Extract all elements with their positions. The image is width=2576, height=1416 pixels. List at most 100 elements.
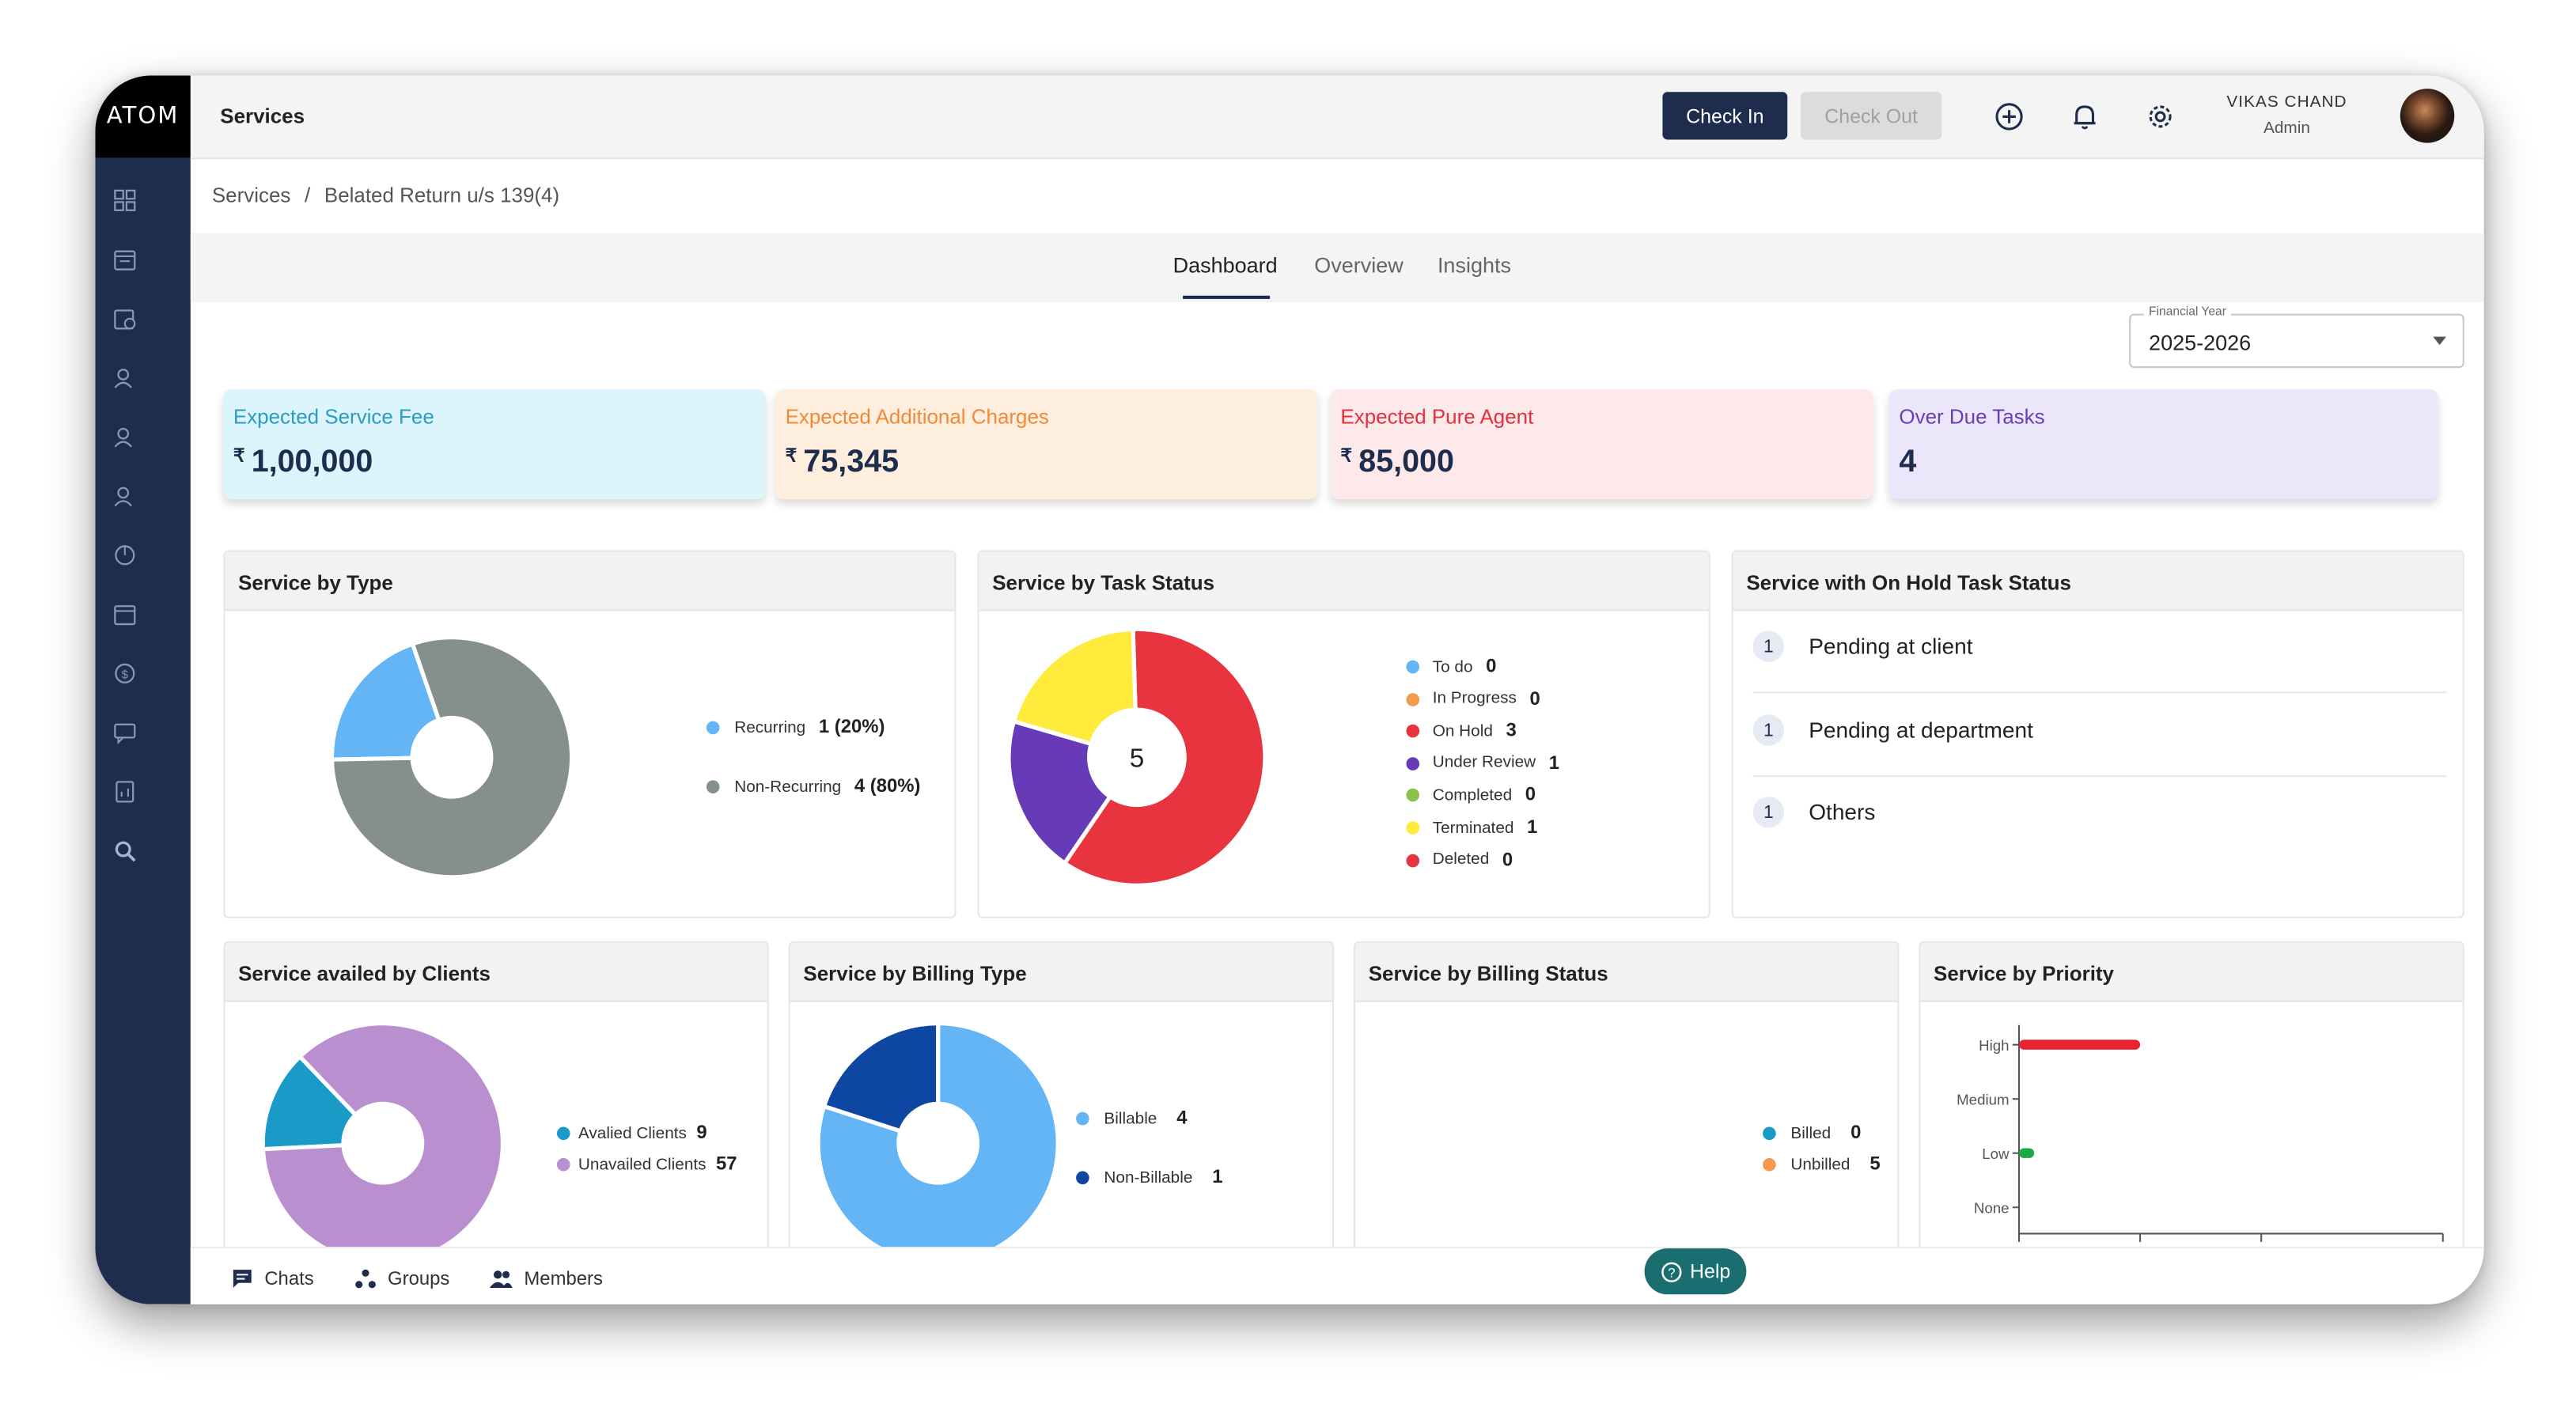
breadcrumb: Services / Belated Return u/s 139(4) <box>212 184 559 207</box>
legend-swatch <box>706 780 720 793</box>
card-header: Service by Billing Type <box>790 942 1333 1002</box>
schedule-icon[interactable] <box>113 603 136 626</box>
tab-dashboard[interactable]: Dashboard <box>1172 252 1278 278</box>
client-icon[interactable] <box>113 366 136 389</box>
check-in-button[interactable]: Check In <box>1662 92 1788 140</box>
currency-symbol: ₹ <box>785 446 797 467</box>
card-header: Service by Billing Status <box>1355 942 1898 1002</box>
legend-swatch <box>1406 756 1420 770</box>
kpi-label: Over Due Tasks <box>1899 405 2045 429</box>
currency-symbol: ₹ <box>1340 446 1352 467</box>
bar-low[interactable] <box>2019 1148 2035 1158</box>
logo-text: ATOM <box>106 103 180 131</box>
slice-non-billable[interactable] <box>821 1021 941 1134</box>
search-icon[interactable] <box>113 839 136 862</box>
dashboard-icon[interactable] <box>113 189 136 212</box>
legend-label: Non-Billable <box>1104 1168 1193 1187</box>
check-out-button[interactable]: Check Out <box>1800 92 1942 140</box>
legend-value: 0 <box>1851 1123 1862 1144</box>
divider <box>1752 691 2446 694</box>
user-name: VIKAS CHAND <box>2226 93 2347 112</box>
legend-item-availed: Avalied Clients 9 <box>556 1123 707 1143</box>
help-button[interactable]: ? Help <box>1644 1248 1747 1295</box>
slice-avalied-clients[interactable] <box>260 1054 359 1152</box>
groups-button[interactable]: Groups <box>355 1268 450 1289</box>
card-title: Service with On Hold Task Status <box>1746 571 2071 595</box>
legend-item-to-do: To do 0 <box>1406 657 1496 677</box>
team-icon[interactable] <box>113 485 136 508</box>
slice-non-recurring[interactable] <box>329 635 574 880</box>
breadcrumb-current: Belated Return u/s 139(4) <box>324 184 560 207</box>
settings-gear-icon[interactable] <box>2146 102 2175 131</box>
card-service-by-clients: Service availed by Clients Avalied Clien… <box>223 941 769 1274</box>
count-badge: 1 <box>1752 714 1785 746</box>
app-logo[interactable]: ATOM <box>95 75 191 158</box>
users-icon[interactable] <box>113 426 136 449</box>
kpi-expected-pure-agent: Expected Pure Agent ₹85,000 <box>1330 389 1873 500</box>
legend-swatch <box>1406 789 1420 803</box>
bottom-bar: Chats Groups Members <box>190 1247 2484 1304</box>
service-type-donut-chart <box>329 635 574 880</box>
legend-swatch <box>556 1157 570 1172</box>
slice-on-hold[interactable] <box>1062 627 1267 888</box>
user-avatar[interactable] <box>2400 89 2455 143</box>
financial-year-label: Financial Year <box>2143 304 2232 319</box>
legend-value: 1 (20%) <box>818 717 885 738</box>
legend-value: 1 <box>1212 1168 1223 1188</box>
financial-year-value: 2025-2026 <box>2149 330 2252 355</box>
breadcrumb-separator: / <box>305 184 311 207</box>
calendar-icon[interactable] <box>113 248 136 271</box>
task-calendar-icon[interactable] <box>113 307 136 330</box>
slice-recurring[interactable] <box>329 641 442 762</box>
tab-insights[interactable]: Insights <box>1437 252 1511 278</box>
on-hold-item-pending-department[interactable]: 1 Pending at department <box>1752 700 2446 778</box>
analytics-icon[interactable] <box>113 543 136 566</box>
legend-label: Non-Recurring <box>734 778 842 797</box>
kpi-value: ₹1,00,000 <box>233 445 373 482</box>
main-content: Services Check In Check Out VIKAS CHAND … <box>190 75 2484 1304</box>
notification-bell-icon[interactable] <box>2070 102 2099 131</box>
tab-overview[interactable]: Overview <box>1314 252 1404 278</box>
card-title: Service by Task Status <box>992 571 1215 595</box>
svg-text:$: $ <box>122 669 128 682</box>
legend-swatch <box>1763 1126 1776 1141</box>
financial-year-select[interactable]: Financial Year 2025-2026 <box>2129 304 2464 369</box>
legend-value: 57 <box>715 1154 737 1175</box>
legend-label: In Progress <box>1432 690 1517 709</box>
priority-bar-chart: HighMediumLowNone04814 <box>1957 1024 2450 1260</box>
chats-label: Chats <box>264 1269 314 1289</box>
page-title: Services <box>220 104 305 128</box>
on-hold-item-others[interactable]: 1 Others <box>1752 782 2446 859</box>
bar-high[interactable] <box>2019 1039 2141 1050</box>
legend-value: 0 <box>1486 657 1497 677</box>
active-tab-indicator <box>1183 295 1271 299</box>
slice-billable[interactable] <box>816 1021 1060 1266</box>
legend-item-non-recurring: Non-Recurring 4 (80%) <box>706 777 920 797</box>
card-service-by-billing-status: Service by Billing Status Billed 0 Unbill… <box>1354 941 1900 1274</box>
members-button[interactable]: Members <box>489 1268 603 1289</box>
kpi-label: Expected Service Fee <box>233 405 434 429</box>
messages-icon[interactable] <box>113 721 136 745</box>
groups-label: Groups <box>388 1269 450 1289</box>
reports-icon[interactable] <box>113 780 136 803</box>
legend-label: Deleted <box>1432 850 1490 869</box>
billing-status-donut-chart <box>1547 1023 1551 1104</box>
breadcrumb-root[interactable]: Services <box>211 184 291 207</box>
slice-terminated[interactable] <box>1011 627 1138 747</box>
card-header: Service by Type <box>225 551 955 611</box>
groups-icon <box>355 1269 376 1289</box>
card-header: Service with On Hold Task Status <box>1733 551 2463 611</box>
slice-under-review[interactable] <box>1006 718 1113 866</box>
legend-label: On Hold <box>1432 722 1493 740</box>
chats-button[interactable]: Chats <box>232 1268 314 1289</box>
card-header: Service by Priority <box>1920 942 2463 1002</box>
billing-icon[interactable]: $ <box>113 662 136 685</box>
legend-value: 0 <box>1502 850 1513 870</box>
on-hold-item-pending-client[interactable]: 1 Pending at client <box>1752 616 2446 694</box>
legend-item-unbilled: Unbilled 5 <box>1763 1155 1881 1175</box>
divider <box>1752 775 2446 778</box>
legend-item-terminated: Terminated 1 <box>1406 818 1537 838</box>
legend-label: Avalied Clients <box>578 1124 687 1143</box>
legend-label: Billable <box>1104 1109 1157 1128</box>
add-icon[interactable] <box>1995 102 2024 131</box>
